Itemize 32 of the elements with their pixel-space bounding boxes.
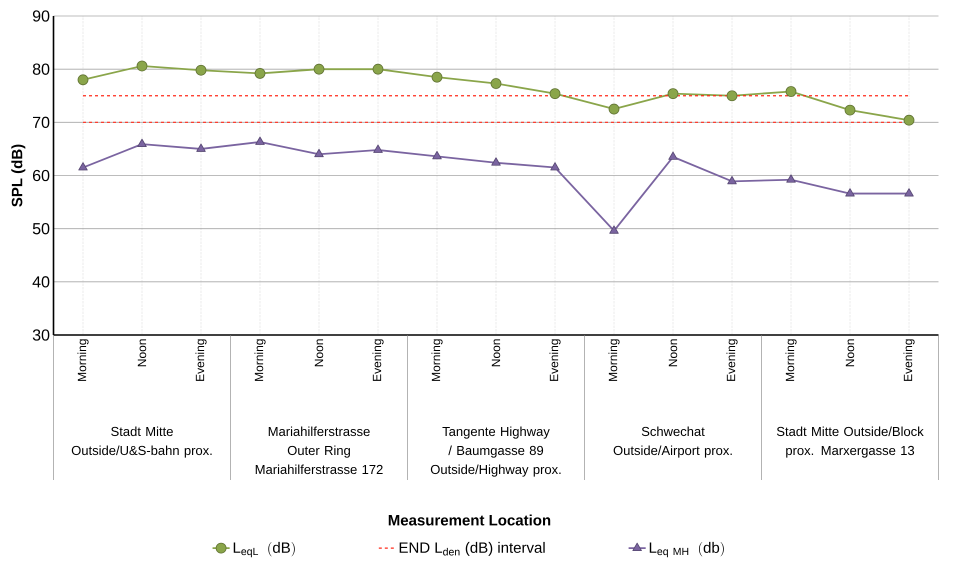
text: Stadt Mitte Outside/Block prox. Marxergasse 13 bbox=[776, 426, 924, 458]
x-tick-label: Morning bbox=[77, 339, 89, 381]
y-tick-label: 80 bbox=[32, 64, 50, 75]
y-axis-title: SPL (dB) bbox=[11, 144, 26, 207]
text: Measurement Location bbox=[388, 514, 550, 526]
x-tick-label: Noon bbox=[846, 339, 854, 366]
text: Tangente Highway / Baumgasse 89 Outside/Highway prox. bbox=[430, 426, 561, 477]
x-tick-label: Morning bbox=[785, 339, 797, 381]
text: Mariahilferstrasse Outer Ring Mariahilferstrasse 172 bbox=[256, 426, 383, 474]
x-tick-label: Noon bbox=[492, 339, 500, 366]
legend-label: $\mathrm{L}_{\mathrm{eq\ MH}}\;\;\mathrm{(db)}$ bbox=[650, 542, 724, 558]
y-tick-label: 60 bbox=[32, 170, 50, 182]
y-tick-label: 40 bbox=[32, 276, 50, 288]
x-tick-label: Morning bbox=[608, 339, 620, 381]
text: Stadt Mitte Outside/U&S-bahn prox. bbox=[72, 426, 212, 458]
text: Schwechat Outside/Airport prox. bbox=[614, 426, 732, 458]
x-tick-label: Noon bbox=[668, 339, 678, 366]
x-tick-label: Evening bbox=[726, 339, 738, 381]
y-tick-label: 50 bbox=[32, 223, 50, 234]
y-tick-label: 90 bbox=[32, 10, 50, 22]
x-tick-label: Noon bbox=[138, 339, 146, 366]
x-tick-label: Morning bbox=[431, 339, 443, 381]
x-tick-label: Evening bbox=[372, 339, 384, 381]
x-tick-label: Evening bbox=[549, 339, 561, 381]
x-tick-label: Morning bbox=[254, 339, 266, 381]
legend-label: $\mathrm{L}_{\mathrm{eqL}}\;\;\mathrm{(dB)}$ bbox=[234, 542, 295, 558]
x-tick-label: Evening bbox=[903, 339, 915, 381]
legend-label: END L$_{den}$ (dB) interval bbox=[400, 542, 545, 556]
y-tick-label: 30 bbox=[32, 329, 50, 341]
x-tick-label: Noon bbox=[314, 339, 324, 366]
y-tick-label: 70 bbox=[32, 116, 50, 128]
x-tick-label: Evening bbox=[195, 339, 207, 381]
